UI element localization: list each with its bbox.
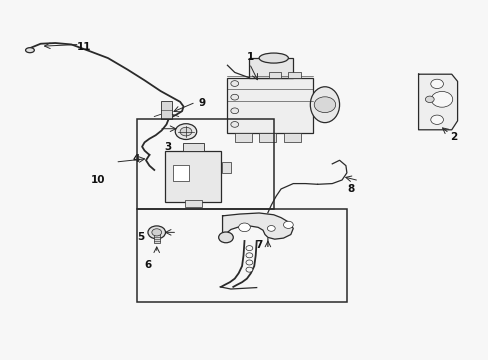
Ellipse shape [25, 48, 34, 53]
Bar [160, 101, 172, 119]
Bar [249, 58, 293, 78]
Bar [137, 209, 346, 302]
Text: 4: 4 [132, 154, 140, 164]
Bar [259, 134, 276, 142]
Text: 11: 11 [76, 42, 91, 52]
Bar [288, 72, 300, 78]
Text: 2: 2 [449, 132, 457, 142]
Circle shape [267, 226, 275, 231]
Text: 6: 6 [144, 260, 152, 270]
Circle shape [218, 232, 233, 243]
Circle shape [430, 91, 452, 107]
Circle shape [245, 253, 252, 258]
Circle shape [314, 97, 335, 113]
Circle shape [245, 260, 252, 265]
Circle shape [283, 221, 293, 228]
Circle shape [175, 124, 196, 139]
Circle shape [152, 229, 161, 236]
Bar [182, 143, 203, 151]
Circle shape [430, 115, 443, 125]
Circle shape [430, 79, 443, 89]
Bar [283, 134, 300, 142]
Bar [184, 201, 202, 207]
Text: 7: 7 [255, 240, 262, 250]
Circle shape [245, 246, 252, 251]
Circle shape [230, 94, 238, 100]
Bar [137, 119, 273, 209]
Polygon shape [222, 213, 293, 241]
Ellipse shape [310, 87, 339, 123]
Ellipse shape [259, 53, 288, 63]
Text: 8: 8 [346, 184, 354, 194]
Text: 5: 5 [137, 232, 144, 242]
Circle shape [230, 122, 238, 127]
Bar [268, 72, 281, 78]
Circle shape [180, 127, 191, 136]
Circle shape [230, 108, 238, 114]
Circle shape [425, 96, 433, 103]
Circle shape [230, 81, 238, 86]
Bar [221, 162, 231, 173]
Text: 1: 1 [247, 52, 254, 62]
Bar [227, 78, 312, 134]
Text: 3: 3 [163, 142, 171, 152]
Circle shape [148, 226, 165, 239]
Text: 10: 10 [91, 175, 105, 185]
Text: 9: 9 [198, 98, 205, 108]
Circle shape [238, 223, 250, 231]
Bar [172, 165, 188, 181]
Circle shape [245, 267, 252, 272]
Bar [164, 151, 221, 202]
Bar [234, 134, 251, 142]
Polygon shape [418, 74, 457, 130]
Bar [154, 231, 159, 243]
